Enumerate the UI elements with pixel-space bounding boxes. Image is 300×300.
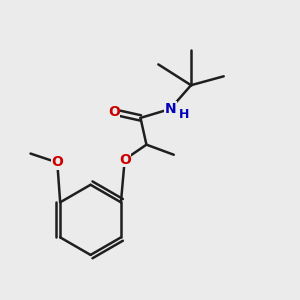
Text: O: O bbox=[119, 152, 131, 167]
Text: N: N bbox=[164, 102, 176, 116]
Text: O: O bbox=[51, 155, 63, 170]
Text: O: O bbox=[108, 105, 120, 119]
Text: H: H bbox=[179, 108, 190, 121]
